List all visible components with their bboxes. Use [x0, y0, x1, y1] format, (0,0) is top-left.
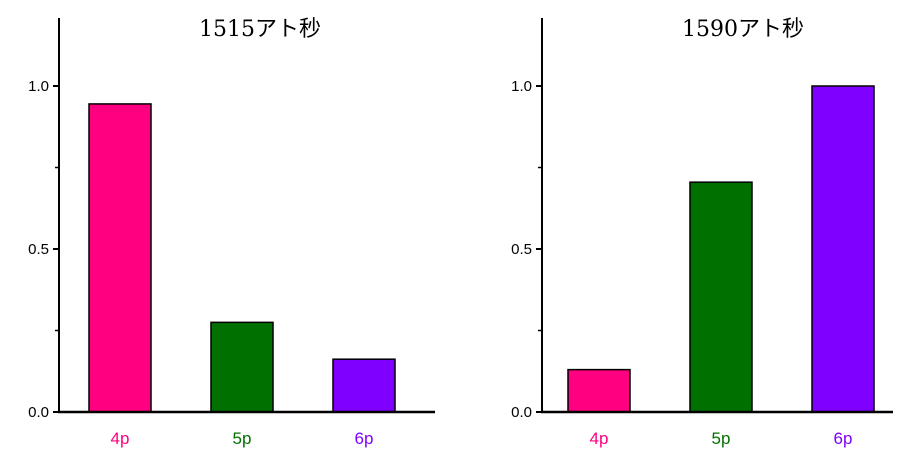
bar-5p: [689, 181, 753, 413]
bar-6p: [811, 85, 875, 413]
y-tick-label: 0.5: [28, 241, 49, 258]
x-tick-label: 4p: [111, 429, 130, 448]
chart-marks: 0.0 0.5 1.0 4p 5p 6p: [28, 18, 435, 448]
x-tick-label: 6p: [834, 429, 853, 448]
x-tick-label: 5p: [233, 429, 252, 448]
bar-4p: [88, 103, 152, 413]
y-tick-label: 0.0: [511, 404, 532, 421]
y-tick-label: 0.5: [511, 241, 532, 258]
chart-panel-1515: 1515アト秒 0.0 0.5 1.0 4p 5p 6p: [28, 17, 435, 448]
x-tick-label: 5p: [712, 429, 731, 448]
chart-title: 1590アト秒: [682, 17, 804, 42]
y-tick-label: 1.0: [511, 78, 532, 95]
y-tick-label: 1.0: [28, 78, 49, 95]
bar-6p: [332, 358, 396, 413]
x-tick-label: 6p: [355, 429, 374, 448]
y-tick-label: 0.0: [28, 404, 49, 421]
chart-marks: 0.0 0.5 1.0 4p 5p 6p: [511, 18, 893, 448]
chart-panel-1590: 1590アト秒 0.0 0.5 1.0 4p 5p 6p: [511, 17, 893, 448]
x-tick-label: 4p: [590, 429, 609, 448]
bar-5p: [210, 321, 274, 413]
bar-4p: [567, 368, 631, 413]
chart-title: 1515アト秒: [199, 17, 321, 42]
